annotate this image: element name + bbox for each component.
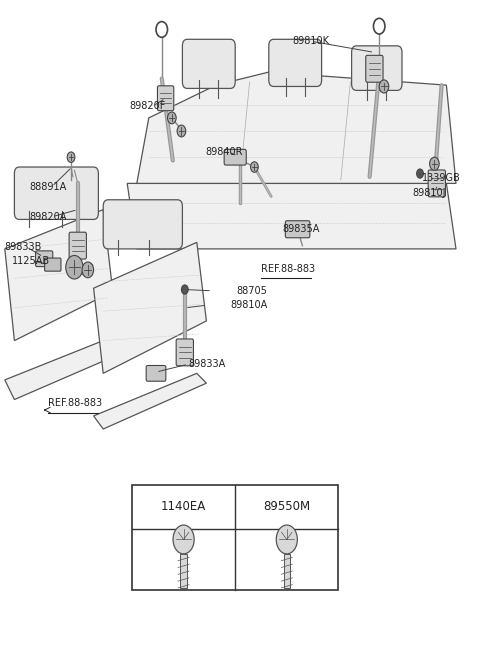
Polygon shape xyxy=(127,183,456,249)
FancyBboxPatch shape xyxy=(269,39,322,86)
FancyBboxPatch shape xyxy=(285,221,310,238)
Text: 89810K: 89810K xyxy=(293,36,330,47)
Polygon shape xyxy=(5,341,113,400)
Polygon shape xyxy=(94,373,206,429)
Bar xyxy=(284,554,290,588)
Circle shape xyxy=(251,162,258,172)
Circle shape xyxy=(417,169,423,178)
Text: 1140EA: 1140EA xyxy=(161,500,206,514)
FancyBboxPatch shape xyxy=(69,232,86,259)
Text: REF.88-883: REF.88-883 xyxy=(48,398,102,409)
Text: 89810A: 89810A xyxy=(230,300,268,310)
Text: 89820F: 89820F xyxy=(130,101,166,111)
Text: 89833B: 89833B xyxy=(5,242,42,252)
FancyBboxPatch shape xyxy=(428,170,445,196)
Polygon shape xyxy=(137,72,456,183)
FancyBboxPatch shape xyxy=(146,365,166,381)
FancyBboxPatch shape xyxy=(224,149,246,165)
Bar xyxy=(180,554,187,588)
Text: 88705: 88705 xyxy=(236,286,267,296)
FancyBboxPatch shape xyxy=(36,251,53,267)
Text: 1125AB: 1125AB xyxy=(12,255,50,266)
Circle shape xyxy=(66,255,83,279)
FancyBboxPatch shape xyxy=(14,167,98,219)
Circle shape xyxy=(177,125,186,137)
Circle shape xyxy=(67,152,75,162)
FancyBboxPatch shape xyxy=(182,39,235,88)
Text: 89820A: 89820A xyxy=(30,212,67,222)
Circle shape xyxy=(173,525,194,554)
FancyBboxPatch shape xyxy=(176,339,193,365)
Text: 88891A: 88891A xyxy=(30,181,67,192)
FancyBboxPatch shape xyxy=(45,258,61,271)
Polygon shape xyxy=(5,210,113,341)
FancyBboxPatch shape xyxy=(351,46,402,90)
Circle shape xyxy=(82,262,94,278)
Circle shape xyxy=(168,112,176,124)
Text: 89840R: 89840R xyxy=(205,147,243,157)
Text: REF.88-883: REF.88-883 xyxy=(261,264,315,274)
Text: 89810J: 89810J xyxy=(413,187,446,198)
FancyBboxPatch shape xyxy=(103,200,182,249)
Text: 89550M: 89550M xyxy=(263,500,311,514)
Text: 1339GB: 1339GB xyxy=(422,173,461,183)
Polygon shape xyxy=(94,242,206,373)
FancyBboxPatch shape xyxy=(366,55,383,82)
Circle shape xyxy=(379,80,389,93)
Circle shape xyxy=(430,157,439,170)
Text: 89835A: 89835A xyxy=(282,223,320,234)
Bar xyxy=(132,485,338,590)
Text: 89833A: 89833A xyxy=(188,359,226,369)
FancyBboxPatch shape xyxy=(157,86,174,111)
Circle shape xyxy=(276,525,298,554)
Circle shape xyxy=(181,285,188,294)
